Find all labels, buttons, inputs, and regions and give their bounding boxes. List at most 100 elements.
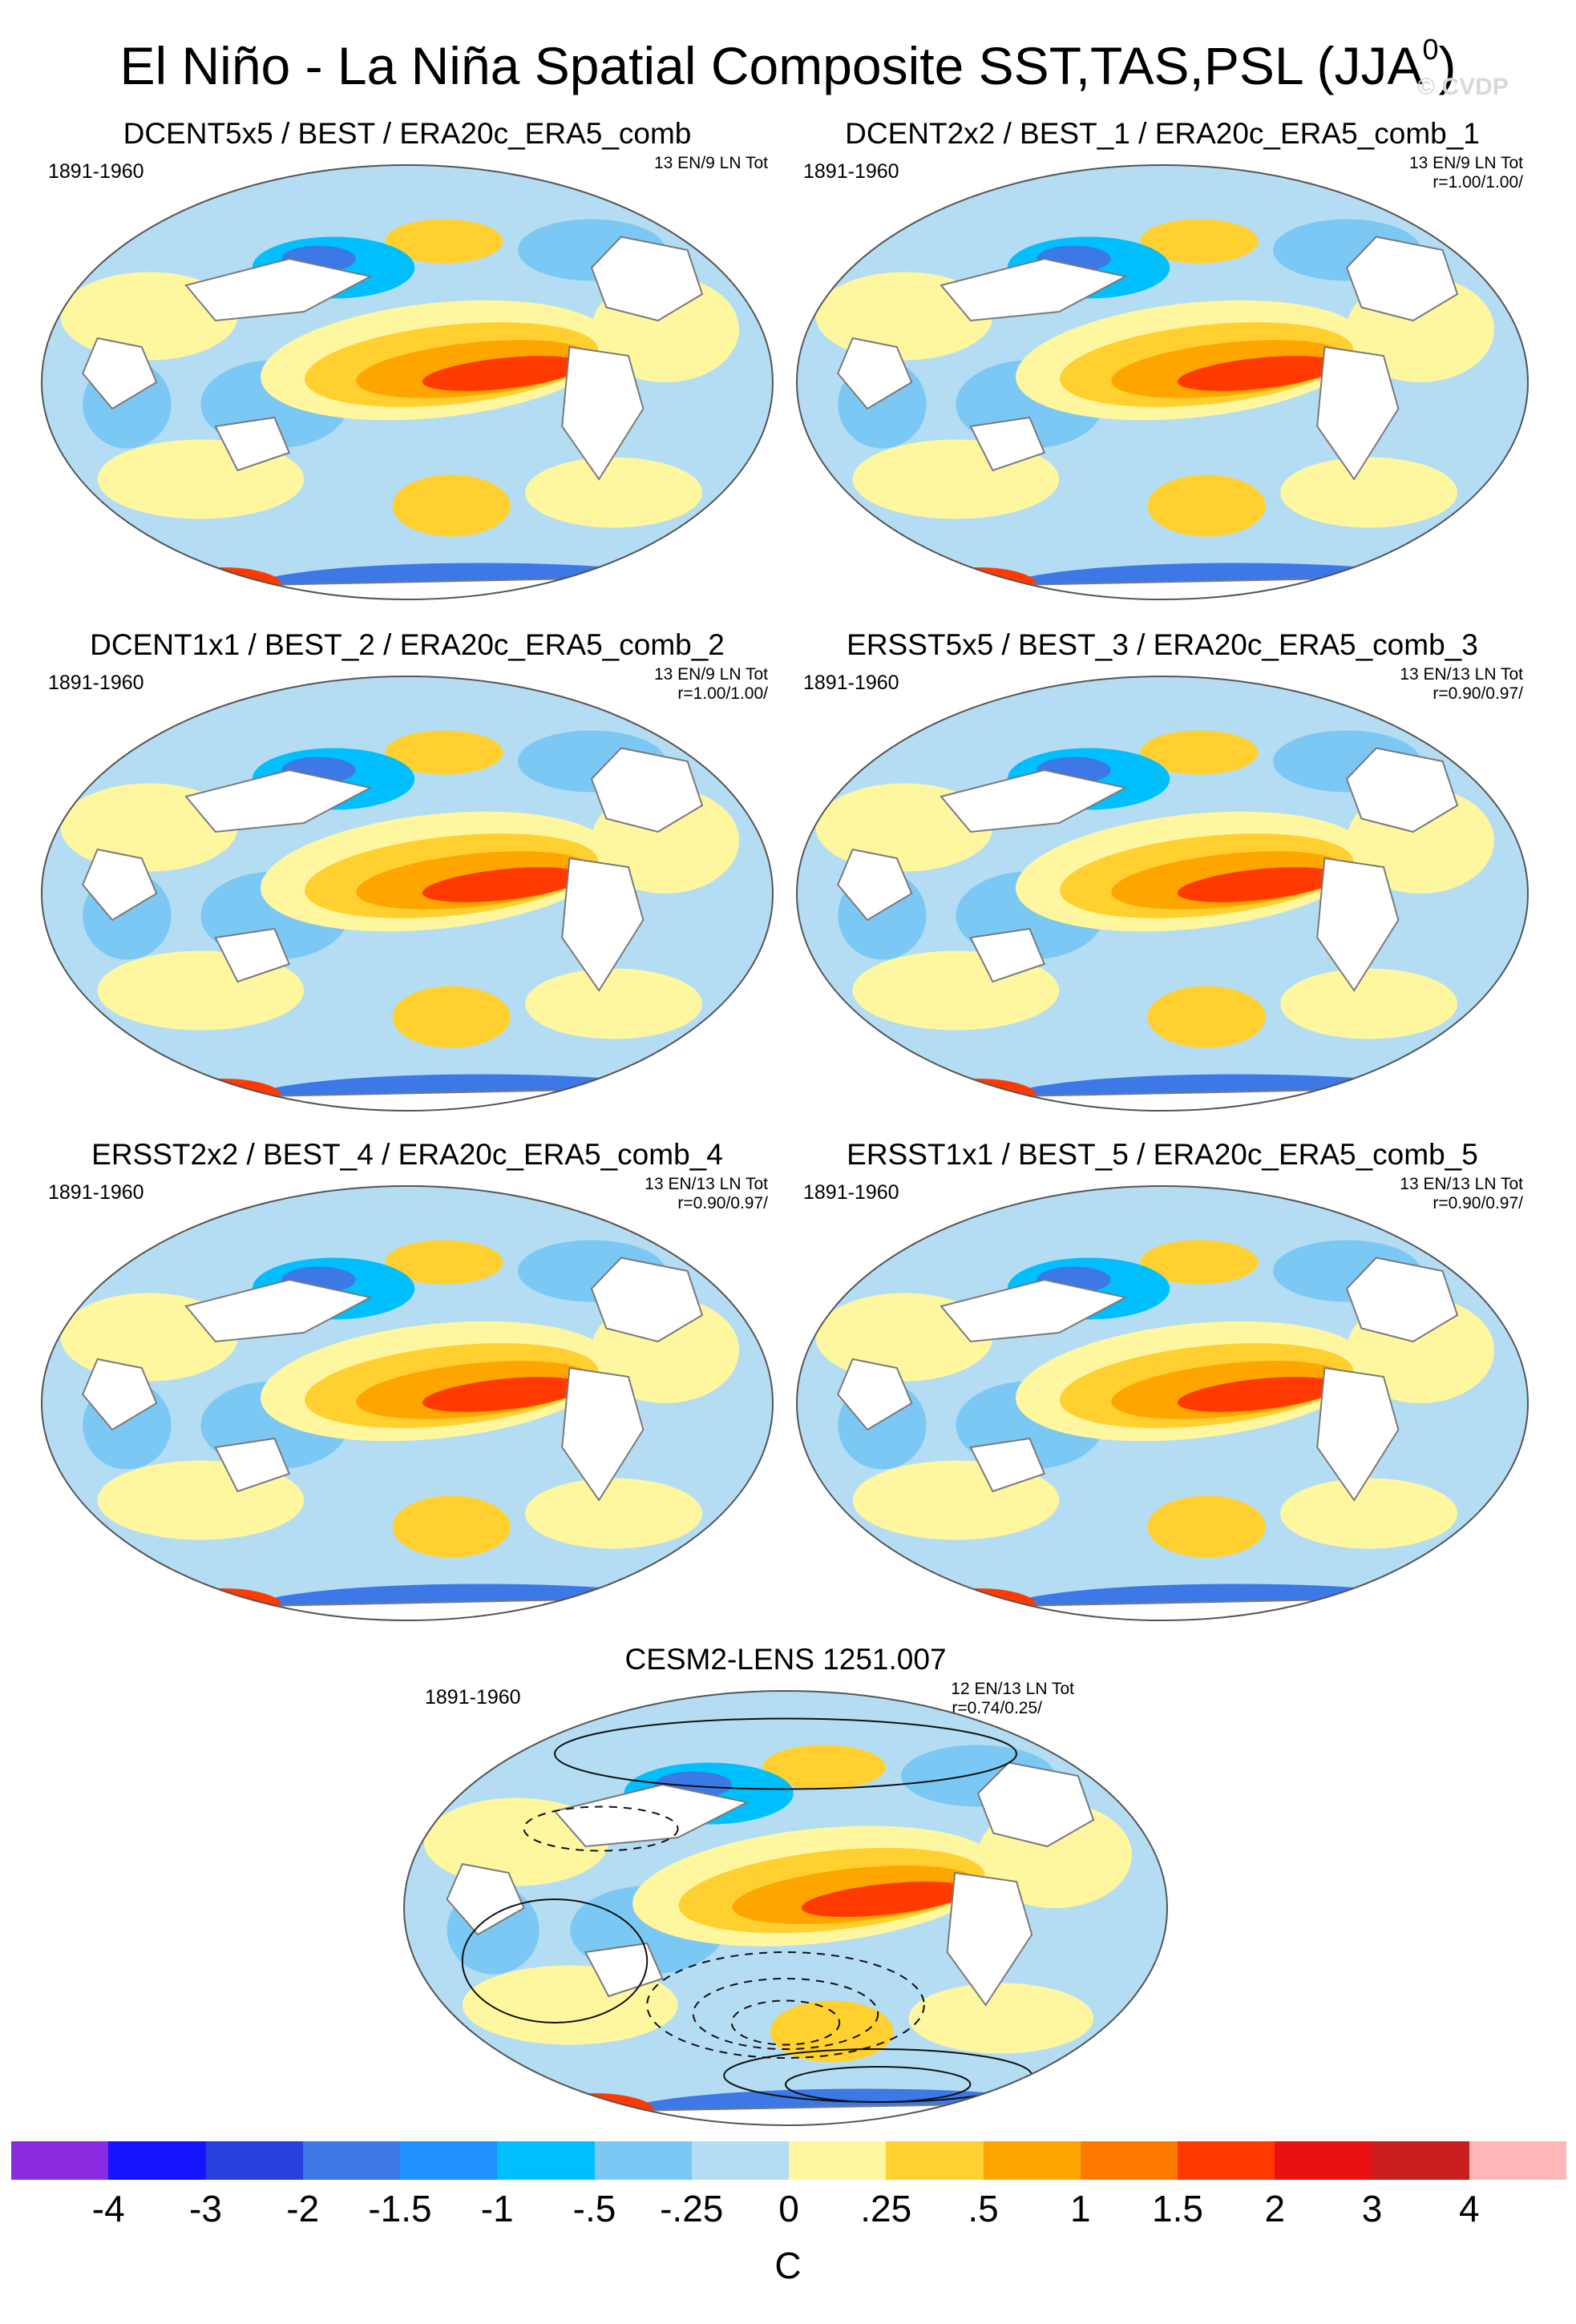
- colorbar-swatch: [789, 2141, 887, 2180]
- colorbar-swatch: [983, 2141, 1081, 2180]
- map-field: [42, 165, 773, 599]
- psl-contour: [730, 1999, 841, 2046]
- enso-tongue-core: [422, 867, 584, 902]
- colorbar-swatch: [594, 2141, 692, 2180]
- land-mask: [82, 1358, 158, 1431]
- panel-period: 1891-1960: [48, 160, 144, 183]
- warm-patch: [525, 457, 702, 528]
- panel-event-count: 13 EN/13 LN Tot: [1400, 665, 1523, 684]
- land-mask: [1345, 747, 1459, 833]
- panel-title: ERSST1x1 / BEST_5 / ERA20c_ERA5_comb_5: [847, 1138, 1478, 1171]
- colorbar-tick-labels: -4 -3 -2 -1.5 -1 -.5 -.25 0 .25 .5 1 1.5 2 3 4: [11, 2188, 1566, 2236]
- map-border: [403, 1690, 1168, 2126]
- map-border: [41, 676, 774, 1112]
- map-panel: ERSST5x5 / BEST_3 / ERA20c_ERA5_comb_3 18…: [794, 628, 1531, 1165]
- panel-title: ERSST5x5 / BEST_3 / ERA20c_ERA5_comb_3: [847, 628, 1478, 661]
- southern-ocean-warm: [531, 2093, 655, 2125]
- land-mask: [969, 1437, 1046, 1493]
- panel-title: DCENT5x5 / BEST / ERA20c_ERA5_comb: [123, 117, 692, 150]
- southern-ocean-warm: [919, 1588, 1037, 1620]
- south-pacific-warm: [1147, 986, 1266, 1048]
- land-mask: [584, 1942, 664, 1998]
- land-mask: [976, 1761, 1095, 1848]
- panel-period: 1891-1960: [803, 160, 899, 183]
- land-mask: [214, 927, 291, 983]
- land-mask: [590, 1257, 704, 1343]
- psl-contour: [461, 1898, 649, 2023]
- land-mask: [837, 848, 913, 922]
- map-border: [796, 676, 1529, 1112]
- map-panel: DCENT5x5 / BEST / ERA20c_ERA5_comb 1891-1…: [38, 117, 776, 654]
- southern-ocean-warm: [164, 1588, 282, 1620]
- warm-patch: [525, 968, 702, 1039]
- colorbar-tick-label: 4: [1458, 2188, 1480, 2229]
- warm-patch: [1280, 457, 1457, 528]
- panel-correlation: r=1.00/1.00/: [677, 684, 768, 703]
- map-field: [42, 1186, 773, 1620]
- world-map: [796, 676, 1529, 1112]
- land-mask: [590, 236, 704, 322]
- warm-patch: [525, 1478, 702, 1549]
- land-mask: [590, 747, 704, 833]
- cvdp-watermark: © CVDP: [1417, 74, 1509, 100]
- panel-event-count: 13 EN/9 LN Tot: [1408, 154, 1523, 172]
- warm-patch: [1140, 1240, 1259, 1285]
- south-pacific-warm: [392, 1495, 511, 1558]
- colorbar-swatch: [205, 2141, 303, 2180]
- colorbar-swatch: [108, 2141, 206, 2180]
- map-panel: ERSST2x2 / BEST_4 / ERA20c_ERA5_comb_4 18…: [38, 1138, 776, 1675]
- panel-event-count: 13 EN/9 LN Tot: [653, 665, 768, 684]
- enso-tongue-core: [422, 1377, 584, 1412]
- psl-contour: [554, 1717, 1017, 1790]
- colorbar-tick-label: -4: [91, 2188, 125, 2229]
- land-mask: [446, 1862, 525, 1936]
- panel-event-count: 13 EN/13 LN Tot: [1400, 1175, 1523, 1193]
- enso-tongue-core: [422, 356, 584, 391]
- warm-patch: [385, 1240, 503, 1285]
- panel-event-count: 13 EN/9 LN Tot: [653, 154, 768, 172]
- colorbar-swatch: [497, 2141, 595, 2180]
- south-pacific-warm: [770, 2000, 894, 2063]
- land-mask: [214, 416, 291, 472]
- world-map: [41, 1185, 774, 1621]
- colorbar-swatch: [691, 2141, 789, 2180]
- warm-patch: [762, 1745, 886, 1789]
- land-mask: [837, 337, 913, 410]
- panel-event-count: 13 EN/13 LN Tot: [645, 1175, 768, 1193]
- land-mask: [561, 345, 645, 481]
- land-mask: [1345, 236, 1459, 322]
- colorbar: [11, 2141, 1566, 2180]
- warm-patch: [1140, 219, 1259, 264]
- land-mask: [561, 1366, 645, 1502]
- land-mask: [940, 257, 1128, 322]
- land-mask: [969, 416, 1046, 472]
- panel-event-count: 12 EN/13 LN Tot: [951, 1680, 1074, 1698]
- enso-tongue-core: [801, 1881, 970, 1918]
- land-mask: [1316, 857, 1400, 992]
- colorbar-tick-label: 3: [1361, 2188, 1383, 2229]
- warm-patch: [385, 730, 503, 775]
- colorbar-tick-label: 1: [1069, 2188, 1091, 2229]
- panel-period: 1891-1960: [425, 1686, 521, 1709]
- southern-ocean-warm: [164, 567, 282, 599]
- world-map: [403, 1690, 1168, 2126]
- colorbar-tick-label: -1.5: [368, 2188, 432, 2229]
- panel-title: ERSST2x2 / BEST_4 / ERA20c_ERA5_comb_4: [91, 1138, 723, 1171]
- panel-period: 1891-1960: [803, 1181, 899, 1204]
- warm-patch: [1280, 968, 1457, 1039]
- land-mask: [969, 927, 1046, 983]
- panel-title: DCENT2x2 / BEST_1 / ERA20c_ERA5_comb_1: [845, 117, 1480, 150]
- land-mask: [553, 1783, 750, 1848]
- map-panel: DCENT2x2 / BEST_1 / ERA20c_ERA5_comb_1 18…: [794, 117, 1531, 654]
- colorbar-swatch: [886, 2141, 984, 2180]
- world-map: [796, 1185, 1529, 1621]
- map-border: [41, 1185, 774, 1621]
- panel-correlation: r=1.00/1.00/: [1433, 173, 1523, 192]
- colorbar-swatch: [1178, 2141, 1275, 2180]
- land-mask: [1345, 1257, 1459, 1343]
- warm-patch: [1140, 730, 1259, 775]
- world-map: [41, 164, 774, 600]
- world-map: [796, 164, 1529, 600]
- land-mask: [82, 848, 158, 922]
- land-mask: [837, 1358, 913, 1431]
